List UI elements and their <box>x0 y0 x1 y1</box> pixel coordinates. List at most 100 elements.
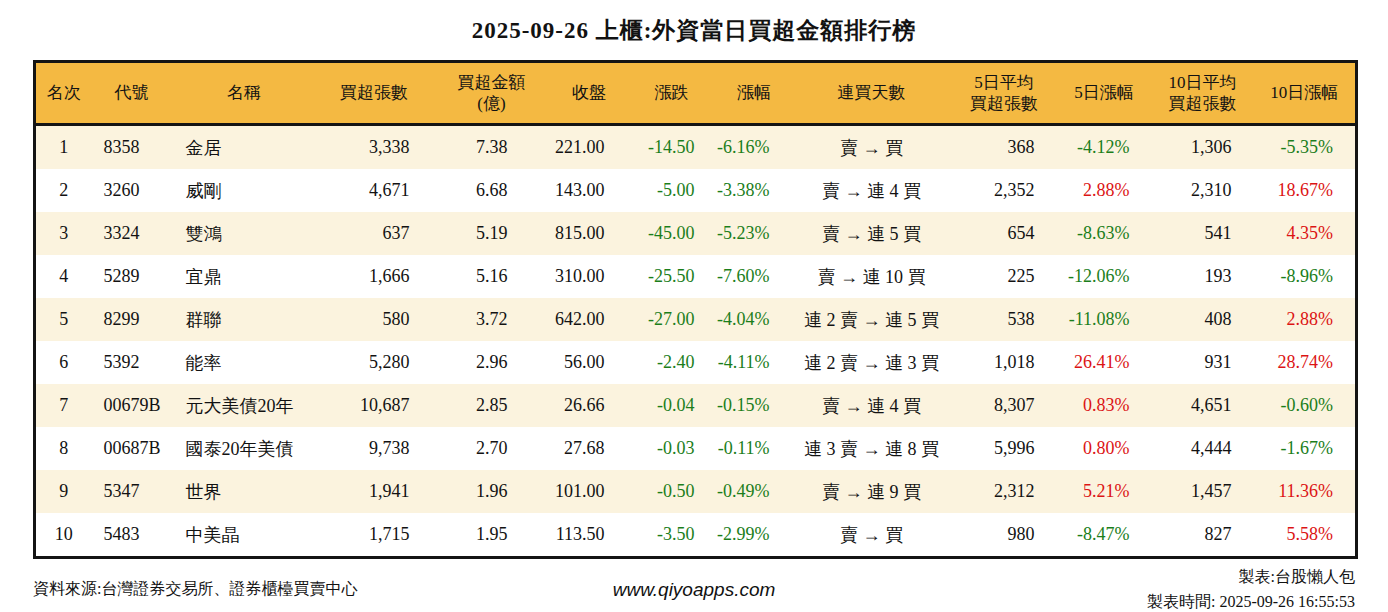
cell-code: 8299 <box>92 298 172 341</box>
cell-net-amount: 1.95 <box>432 513 552 558</box>
col-header-close: 收盤 <box>552 62 627 125</box>
cell-pct-5d: 26.41% <box>1057 341 1152 384</box>
cell-change: -0.04 <box>627 384 717 427</box>
cell-buy-streak: 賣 → 連 10 買 <box>792 255 952 298</box>
col-header-avg5-lots: 5日平均買超張數 <box>952 62 1057 125</box>
cell-name: 金居 <box>172 125 317 170</box>
cell-net-amount: 7.38 <box>432 125 552 170</box>
cell-name: 能率 <box>172 341 317 384</box>
cell-net-amount: 1.96 <box>432 470 552 513</box>
cell-avg10-lots: 193 <box>1152 255 1254 298</box>
cell-pct-5d: -4.12% <box>1057 125 1152 170</box>
cell-change-pct: -7.60% <box>717 255 792 298</box>
cell-pct-5d: -11.08% <box>1057 298 1152 341</box>
cell-change-pct: -2.99% <box>717 513 792 558</box>
table-row: 7 00679B 元大美債20年 10,687 2.85 26.66 -0.04… <box>35 384 1357 427</box>
cell-net-lots: 9,738 <box>317 427 432 470</box>
cell-close: 113.50 <box>552 513 627 558</box>
col-header-avg10-lots: 10日平均買超張數 <box>1152 62 1254 125</box>
website-link[interactable]: www.qiyoapps.com <box>613 579 776 601</box>
cell-net-amount: 5.16 <box>432 255 552 298</box>
cell-change: -45.00 <box>627 212 717 255</box>
cell-buy-streak: 連 3 賣 → 連 8 買 <box>792 427 952 470</box>
cell-rank: 2 <box>35 169 92 212</box>
cell-buy-streak: 賣 → 買 <box>792 125 952 170</box>
table-body: 1 8358 金居 3,338 7.38 221.00 -14.50 -6.16… <box>35 125 1357 558</box>
cell-name: 中美晶 <box>172 513 317 558</box>
cell-pct-10d: 28.74% <box>1254 341 1357 384</box>
cell-code: 8358 <box>92 125 172 170</box>
table-header: 名次 代號 名稱 買超張數 買超金額(億) 收盤 漲跌 漲幅 連買天數 5日平均… <box>35 62 1357 125</box>
cell-pct-10d: -1.67% <box>1254 427 1357 470</box>
col-header-buy-streak: 連買天數 <box>792 62 952 125</box>
cell-avg10-lots: 541 <box>1152 212 1254 255</box>
table-row: 5 8299 群聯 580 3.72 642.00 -27.00 -4.04% … <box>35 298 1357 341</box>
cell-change-pct: -4.11% <box>717 341 792 384</box>
cell-rank: 1 <box>35 125 92 170</box>
cell-name: 國泰20年美債 <box>172 427 317 470</box>
cell-pct-5d: 5.21% <box>1057 470 1152 513</box>
cell-avg10-lots: 827 <box>1152 513 1254 558</box>
cell-net-amount: 2.96 <box>432 341 552 384</box>
table-row: 3 3324 雙鴻 637 5.19 815.00 -45.00 -5.23% … <box>35 212 1357 255</box>
cell-pct-5d: -8.63% <box>1057 212 1152 255</box>
cell-net-lots: 637 <box>317 212 432 255</box>
cell-avg10-lots: 408 <box>1152 298 1254 341</box>
cell-pct-5d: -12.06% <box>1057 255 1152 298</box>
data-source-note: 資料來源:台灣證券交易所、證券櫃檯買賣中心 <box>33 579 357 600</box>
cell-change-pct: -0.15% <box>717 384 792 427</box>
col-header-net-amount: 買超金額(億) <box>432 62 552 125</box>
cell-close: 143.00 <box>552 169 627 212</box>
cell-pct-10d: -5.35% <box>1254 125 1357 170</box>
cell-net-lots: 4,671 <box>317 169 432 212</box>
cell-name: 元大美債20年 <box>172 384 317 427</box>
cell-net-amount: 6.68 <box>432 169 552 212</box>
table-row: 10 5483 中美晶 1,715 1.95 113.50 -3.50 -2.9… <box>35 513 1357 558</box>
cell-avg5-lots: 980 <box>952 513 1057 558</box>
cell-pct-10d: 2.88% <box>1254 298 1357 341</box>
cell-buy-streak: 賣 → 連 9 買 <box>792 470 952 513</box>
cell-code: 3324 <box>92 212 172 255</box>
col-header-pct-10d: 10日漲幅 <box>1254 62 1357 125</box>
cell-name: 群聯 <box>172 298 317 341</box>
cell-close: 26.66 <box>552 384 627 427</box>
cell-close: 310.00 <box>552 255 627 298</box>
cell-net-lots: 1,715 <box>317 513 432 558</box>
cell-close: 221.00 <box>552 125 627 170</box>
table-row: 6 5392 能率 5,280 2.96 56.00 -2.40 -4.11% … <box>35 341 1357 384</box>
cell-rank: 10 <box>35 513 92 558</box>
cell-avg5-lots: 538 <box>952 298 1057 341</box>
page: 2025-09-26 上櫃:外資當日買超金額排行榜 名次 代號 名稱 買超張數 … <box>0 0 1388 612</box>
col-header-rank: 名次 <box>35 62 92 125</box>
cell-change-pct: -6.16% <box>717 125 792 170</box>
cell-code: 00679B <box>92 384 172 427</box>
cell-net-lots: 5,280 <box>317 341 432 384</box>
table-row: 8 00687B 國泰20年美債 9,738 2.70 27.68 -0.03 … <box>35 427 1357 470</box>
cell-rank: 6 <box>35 341 92 384</box>
cell-pct-5d: -8.47% <box>1057 513 1152 558</box>
cell-pct-5d: 0.83% <box>1057 384 1152 427</box>
cell-avg5-lots: 2,312 <box>952 470 1057 513</box>
cell-rank: 4 <box>35 255 92 298</box>
cell-pct-5d: 2.88% <box>1057 169 1152 212</box>
cell-change-pct: -4.04% <box>717 298 792 341</box>
cell-close: 56.00 <box>552 341 627 384</box>
cell-buy-streak: 連 2 賣 → 連 5 買 <box>792 298 952 341</box>
cell-buy-streak: 賣 → 連 4 買 <box>792 384 952 427</box>
cell-pct-5d: 0.80% <box>1057 427 1152 470</box>
cell-close: 815.00 <box>552 212 627 255</box>
cell-net-amount: 5.19 <box>432 212 552 255</box>
cell-close: 27.68 <box>552 427 627 470</box>
cell-name: 雙鴻 <box>172 212 317 255</box>
cell-code: 5392 <box>92 341 172 384</box>
cell-avg10-lots: 1,306 <box>1152 125 1254 170</box>
cell-buy-streak: 連 2 賣 → 連 3 買 <box>792 341 952 384</box>
cell-net-lots: 580 <box>317 298 432 341</box>
col-header-name: 名稱 <box>172 62 317 125</box>
cell-net-lots: 3,338 <box>317 125 432 170</box>
cell-rank: 5 <box>35 298 92 341</box>
cell-code: 5483 <box>92 513 172 558</box>
col-header-change: 漲跌 <box>627 62 717 125</box>
cell-change-pct: -0.11% <box>717 427 792 470</box>
cell-avg10-lots: 1,457 <box>1152 470 1254 513</box>
